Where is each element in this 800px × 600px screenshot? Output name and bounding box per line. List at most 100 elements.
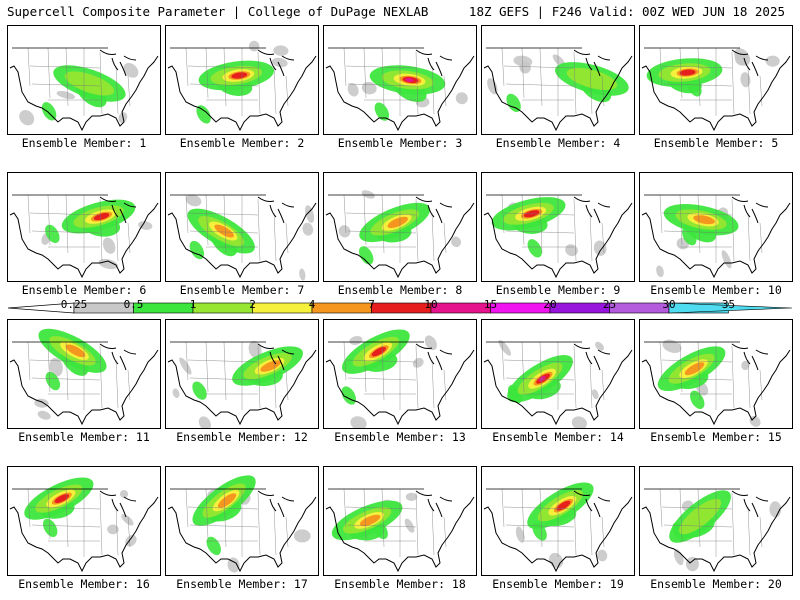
ensemble-member-map [7, 466, 161, 576]
ensemble-member-map [323, 319, 477, 429]
scp-map-svg [483, 482, 633, 573]
coastline [483, 349, 633, 426]
state-borders [343, 488, 447, 557]
colorbar-segment [252, 302, 313, 314]
state-borders [343, 341, 447, 410]
ensemble-member-map [639, 319, 793, 429]
state-borders [185, 194, 289, 263]
scp-map-svg [325, 47, 475, 132]
scp-map-svg [167, 40, 317, 132]
scp-shading [24, 477, 137, 547]
scp-map-svg [641, 194, 791, 279]
state-borders [27, 194, 131, 263]
coastline [483, 55, 633, 132]
ensemble-member-label: Ensemble Member: 6 [21, 283, 147, 297]
great-lakes [415, 490, 453, 518]
scp-map-svg [325, 190, 475, 279]
colorbar-segment [311, 302, 372, 314]
coastline [9, 55, 159, 132]
state-borders [27, 488, 131, 557]
colorbar-segment [430, 302, 491, 314]
coastline [483, 496, 633, 573]
scp-map-svg [325, 488, 475, 573]
great-lakes [257, 343, 295, 371]
ensemble-member-label: Ensemble Member: 14 [492, 430, 624, 444]
ensemble-member-map [165, 172, 319, 282]
scp-shading [34, 328, 107, 420]
scp-map-svg [483, 47, 633, 132]
state-borders [501, 194, 605, 263]
coastline [641, 202, 791, 279]
scp-shading [657, 339, 761, 427]
coastline [9, 202, 159, 279]
scp-shading [669, 490, 782, 572]
ensemble-member-label: Ensemble Member: 5 [653, 136, 779, 150]
state-borders [659, 194, 763, 263]
coastline [325, 202, 475, 279]
scp-shading [338, 190, 462, 265]
scp-shading [515, 482, 608, 568]
great-lakes [573, 343, 611, 371]
great-lakes [99, 490, 137, 518]
colorbar-segment [490, 302, 551, 314]
colorbar-tick-label: 15 [483, 298, 498, 311]
coastline [9, 496, 159, 573]
great-lakes [731, 490, 769, 518]
great-lakes [573, 49, 611, 77]
great-lakes [731, 343, 769, 371]
scp-map-svg [641, 47, 791, 132]
colorbar-high-arrow [668, 302, 792, 314]
ensemble-member-map [7, 172, 161, 282]
scp-map-svg [641, 339, 791, 427]
scp-map-svg [483, 194, 633, 279]
scp-map-svg [483, 340, 633, 428]
ensemble-member-map [481, 319, 635, 429]
state-borders [659, 488, 763, 557]
scp-shading [341, 329, 437, 428]
colorbar-tick-label: 1 [189, 298, 197, 311]
great-lakes [731, 49, 769, 77]
scp-shading [646, 48, 780, 97]
state-borders [343, 47, 447, 116]
ensemble-member-map [323, 25, 477, 135]
color-scale-bar [8, 302, 792, 314]
great-lakes [257, 196, 295, 224]
colorbar-segment [609, 302, 670, 314]
state-borders [185, 341, 289, 410]
ensemble-member-map [165, 319, 319, 429]
ensemble-member-map [323, 172, 477, 282]
ensemble-member-map [165, 25, 319, 135]
state-borders [659, 47, 763, 116]
scp-map-svg [167, 340, 317, 428]
coastline [167, 55, 317, 132]
great-lakes [415, 196, 453, 224]
ensemble-member-map [7, 25, 161, 135]
scp-shading [331, 492, 418, 541]
coastline [641, 349, 791, 426]
state-borders [659, 341, 763, 410]
state-borders [27, 341, 131, 410]
scp-shading [196, 40, 289, 124]
state-borders [501, 47, 605, 116]
coastline [483, 202, 633, 279]
ensemble-member-label: Ensemble Member: 3 [337, 136, 463, 150]
scp-map-svg [167, 194, 317, 281]
ensemble-member-label: Ensemble Member: 9 [495, 283, 621, 297]
scp-shading [19, 62, 139, 126]
scp-shading [172, 340, 303, 428]
great-lakes [257, 49, 295, 77]
coastline [9, 349, 159, 426]
state-borders [185, 488, 289, 557]
state-borders [27, 47, 131, 116]
great-lakes [415, 49, 453, 77]
scp-shading [487, 54, 629, 113]
scp-map-svg [9, 477, 159, 573]
ensemble-member-label: Ensemble Member: 19 [492, 577, 624, 591]
ensemble-member-map [481, 466, 635, 576]
great-lakes [99, 49, 137, 77]
ensemble-member-label: Ensemble Member: 18 [334, 577, 466, 591]
colorbar-tick-label: 10 [424, 298, 438, 311]
ensemble-member-label: Ensemble Member: 12 [176, 430, 308, 444]
ensemble-member-label: Ensemble Member: 7 [179, 283, 305, 297]
ensemble-member-map [639, 25, 793, 135]
